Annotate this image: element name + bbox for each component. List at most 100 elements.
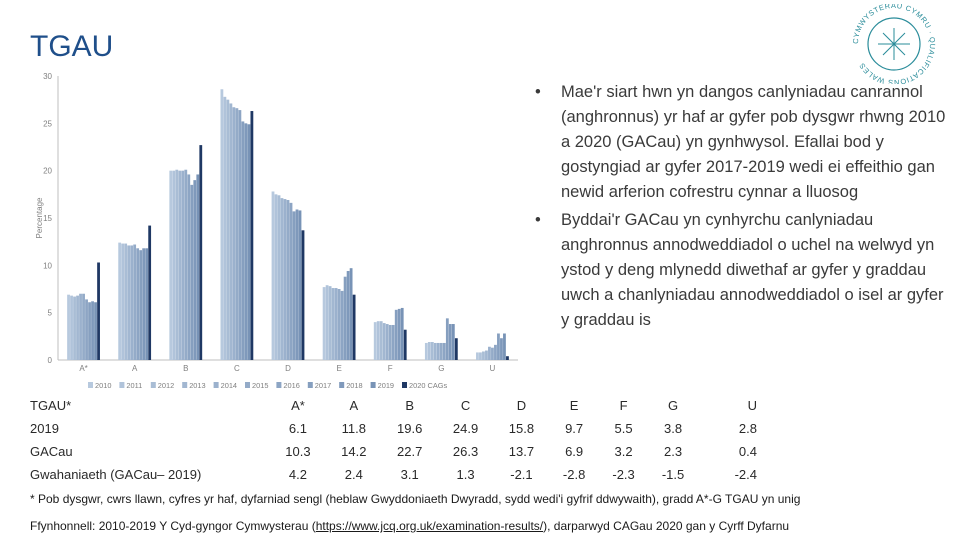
bar [439, 342, 443, 360]
legend-label: 2019 [378, 381, 394, 390]
bar [479, 352, 482, 360]
y-axis-label: Percentage [35, 197, 44, 238]
bar [121, 243, 125, 360]
legend-swatch [88, 382, 93, 388]
x-tick-label: A* [79, 364, 87, 373]
bar [388, 324, 392, 360]
bar [373, 322, 377, 360]
table-cell: -2.4 [734, 467, 757, 482]
x-tick-label: E [336, 364, 341, 373]
bar [322, 287, 326, 360]
table-cell: -2.1 [510, 467, 533, 482]
bar [232, 107, 236, 360]
bar [451, 324, 455, 360]
legend-swatch [245, 382, 250, 388]
legend-label: 2018 [346, 381, 362, 390]
bar [250, 111, 254, 360]
bar [349, 268, 353, 360]
bar [139, 250, 143, 360]
table-cell: 22.7 [397, 444, 423, 459]
bar [220, 89, 224, 361]
x-tick-label: G [438, 364, 444, 373]
bar [325, 285, 329, 360]
bar [229, 103, 233, 360]
bar [436, 342, 440, 360]
table-row: Gwahaniaeth (GACau– 2019) 4.2 2.4 3.1 1.… [30, 463, 765, 486]
bar [226, 99, 230, 361]
legend-label: 2014 [221, 381, 237, 390]
bar [382, 323, 386, 360]
bar [427, 342, 431, 360]
bar [491, 347, 494, 360]
y-tick-label: 10 [43, 261, 52, 270]
bar [298, 210, 302, 360]
qualifications-wales-logo: CYMWYSTERAU CYMRU · QUALIFICATIONS WALES [851, 4, 937, 84]
bar [130, 245, 134, 360]
bar [331, 288, 335, 360]
table-row: GACau 10.3 14.2 22.7 26.3 13.7 6.9 3.2 2… [30, 440, 765, 463]
grade-header: B [405, 398, 415, 413]
grade-header: U [747, 398, 757, 413]
bar [295, 209, 299, 360]
table-cell: 4.2 [288, 467, 307, 482]
table-cell: 24.9 [452, 421, 479, 436]
legend-swatch [276, 382, 282, 388]
table-cell: 3.2 [614, 444, 633, 459]
source-suffix: ), darparwyd CAGau 2020 gan y Cyrff Dyfa… [543, 519, 790, 533]
grade-header: G [667, 398, 679, 413]
bar [238, 110, 242, 360]
row-label: GACau [30, 444, 73, 459]
bar [241, 121, 245, 360]
bar [430, 342, 434, 360]
x-tick-label: C [234, 364, 240, 373]
bar [385, 324, 389, 360]
bar [124, 243, 128, 360]
bar [247, 124, 251, 360]
bar [280, 198, 284, 360]
bar [346, 271, 350, 360]
source-note: Ffynhonnell: 2010-2019 Y Cyd-gyngor Cymw… [30, 519, 789, 533]
grade-header: A [349, 398, 359, 413]
grade-comparison-table: TGAU* A* A B C D E F G U 2019 6.1 11.8 1… [30, 394, 765, 486]
table-cell: -2.3 [612, 467, 635, 482]
bar [454, 338, 458, 360]
y-tick-label: 0 [48, 356, 53, 365]
legend-label: 2016 [283, 381, 299, 390]
legend-swatch [213, 382, 219, 388]
table-cell: 26.3 [452, 444, 479, 459]
bar [482, 351, 485, 360]
bar [286, 200, 290, 360]
bar [500, 338, 503, 360]
bar [145, 248, 149, 360]
bar [271, 191, 275, 360]
x-tick-label: U [490, 364, 496, 373]
y-tick-label: 20 [43, 167, 52, 176]
table-row: 2019 6.1 11.8 19.6 24.9 15.8 9.7 5.5 3.8… [30, 417, 765, 440]
table-cell: 2.8 [738, 421, 757, 436]
bar [178, 170, 182, 360]
bar [67, 294, 70, 360]
bar [494, 344, 497, 360]
y-tick-label: 25 [43, 119, 52, 128]
legend-swatch [150, 382, 156, 388]
bar [235, 108, 239, 360]
bar [190, 184, 194, 360]
table-header-row: TGAU* A* A B C D E F G U [30, 394, 765, 417]
bar [334, 288, 338, 360]
bar [397, 308, 401, 360]
bar [274, 194, 278, 360]
legend-label: 2010 [95, 381, 111, 390]
bar [448, 324, 452, 360]
page-title: TGAU [30, 30, 114, 63]
bar [340, 290, 344, 360]
bar [283, 199, 287, 360]
bar [223, 96, 227, 361]
table-cell: 6.1 [288, 421, 307, 436]
legend-label: 2017 [315, 381, 331, 390]
legend-swatch [182, 382, 188, 388]
bar [376, 321, 380, 360]
legend-swatch [370, 382, 376, 388]
bar [488, 346, 491, 360]
bar [142, 248, 146, 360]
source-link[interactable]: https://www.jcq.org.uk/examination-resul… [315, 519, 544, 533]
